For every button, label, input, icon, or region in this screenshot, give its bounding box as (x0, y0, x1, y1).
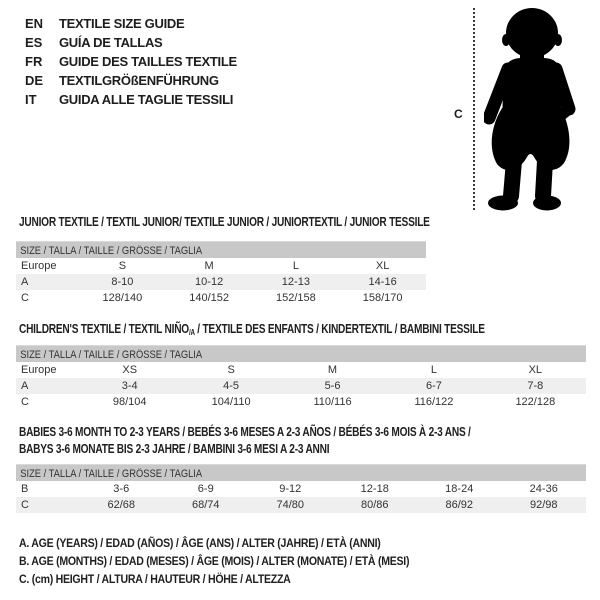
language-code: EN (25, 16, 44, 31)
table-row-age-months: B 3-6 6-9 9-12 12-18 18-24 24-36 (16, 481, 586, 497)
size-header-label: SIZE / TALLA / TAILLE / GRÖSSE / TAGLIA (20, 349, 203, 361)
language-code: ES (25, 35, 43, 50)
row-label: B (21, 483, 29, 495)
babies-title-line2: BABYS 3-6 MONATE BIS 2-3 JAHRE / BAMBINI… (19, 441, 330, 456)
region-label: Europe (21, 364, 57, 376)
size-header-bar: SIZE / TALLA / TAILLE / GRÖSSE / TAGLIA (16, 464, 586, 481)
table-row-height: C 128/140 140/152 152/158 158/170 (16, 290, 426, 306)
table-cell: 92/98 (529, 499, 558, 511)
legend-line-a: A. AGE (YEARS) / EDAD (AÑOS) / ÂGE (ANS)… (19, 536, 381, 550)
table-cell: 18-24 (445, 483, 474, 495)
table-cell: 110/116 (313, 396, 352, 408)
language-row-en: EN TEXTILE SIZE GUIDE (25, 14, 237, 33)
column-header: XL (375, 260, 390, 272)
column-header: L (430, 364, 437, 376)
size-header-bar: SIZE / TALLA / TAILLE / GRÖSSE / TAGLIA (16, 241, 426, 258)
table-cell: 104/110 (211, 396, 251, 408)
table-cell: 98/104 (112, 396, 147, 408)
table-row-age: A 8-10 10-12 12-13 14-16 (16, 274, 426, 290)
region-label: Europe (21, 260, 57, 272)
legend-line-b: B. AGE (MONTHS) / EDAD (MESES) / ÂGE (MO… (19, 554, 410, 568)
table-cell: 152/158 (275, 292, 316, 304)
row-label: C (21, 292, 29, 304)
table-cell: 74/80 (276, 499, 305, 511)
row-label: A (21, 380, 29, 392)
row-label: A (21, 276, 29, 288)
table-cell: 6-9 (197, 483, 214, 495)
table-cell: 62/68 (107, 499, 136, 511)
language-row-de: DE TEXTILGRÖßENFÜHRUNG (25, 71, 237, 90)
table-cell: 4-5 (223, 380, 240, 392)
column-header: L (292, 260, 299, 272)
table-cell: 122/128 (515, 396, 556, 408)
column-header: XS (122, 364, 138, 376)
language-label: TEXTILGRÖßENFÜHRUNG (59, 73, 219, 88)
table-cell: 80/86 (360, 499, 389, 511)
language-label: GUÍA DE TALLAS (59, 35, 163, 50)
height-measure-label: C (454, 107, 463, 121)
size-header-label: SIZE / TALLA / TAILLE / GRÖSSE / TAGLIA (20, 468, 203, 480)
table-cell: 3-6 (113, 483, 130, 495)
table-row-height: C 62/68 68/74 74/80 80/86 86/92 92/98 (16, 497, 586, 513)
language-label: GUIDE DES TAILLES TEXTILE (59, 54, 237, 69)
legend: A. AGE (YEARS) / EDAD (AÑOS) / ÂGE (ANS)… (19, 534, 409, 588)
language-row-es: ES GUÍA DE TALLAS (25, 33, 237, 52)
language-title-list: EN TEXTILE SIZE GUIDE ES GUÍA DE TALLAS … (25, 14, 237, 109)
language-row-fr: FR GUIDE DES TAILLES TEXTILE (25, 52, 237, 71)
table-cell: 158/170 (362, 292, 403, 304)
row-label: C (21, 396, 29, 408)
baby-silhouette-icon (484, 8, 576, 211)
table-cell: 5-6 (324, 380, 341, 392)
language-label: GUIDA ALLE TAGLIE TESSILI (59, 92, 234, 107)
table-row-height: C 98/104 104/110 110/116 116/122 122/128 (16, 394, 586, 410)
legend-line-c: C. (cm) HEIGHT / ALTURA / HAUTEUR / HÖHE… (19, 572, 291, 586)
table-cell: 8-10 (111, 276, 134, 288)
table-cell: 24-36 (529, 483, 558, 495)
column-header: M (204, 260, 214, 272)
children-section-title: CHILDREN'S TEXTILE / TEXTIL NIÑO/A / TEX… (19, 321, 485, 337)
table-row-columns: Europe XS S M L XL (16, 362, 586, 378)
table-cell: 140/152 (189, 292, 229, 304)
babies-title-line1: BABIES 3-6 MONTH TO 2-3 YEARS / BEBÉS 3-… (19, 424, 471, 439)
column-header: M (327, 364, 338, 376)
size-header-label: SIZE / TALLA / TAILLE / GRÖSSE / TAGLIA (20, 245, 203, 257)
junior-section-title: JUNIOR TEXTILE / TEXTIL JUNIOR/ TEXTILE … (19, 214, 430, 229)
babies-section-title: BABIES 3-6 MONTH TO 2-3 YEARS / BEBÉS 3-… (19, 423, 471, 457)
table-cell: 86/92 (445, 499, 474, 511)
table-cell: 12-13 (281, 276, 310, 288)
table-cell: 7-8 (527, 380, 544, 392)
table-row-age: A 3-4 4-5 5-6 6-7 7-8 (16, 378, 586, 394)
language-label: TEXTILE SIZE GUIDE (59, 16, 185, 31)
table-cell: 12-18 (360, 483, 389, 495)
children-title-text: CHILDREN'S TEXTILE / TEXTIL NIÑO (19, 321, 189, 336)
table-cell: 14-16 (368, 276, 397, 288)
babies-size-table: SIZE / TALLA / TAILLE / GRÖSSE / TAGLIA … (16, 464, 586, 513)
table-cell: 128/140 (102, 292, 143, 304)
children-size-table: SIZE / TALLA / TAILLE / GRÖSSE / TAGLIA … (16, 345, 586, 410)
language-code: DE (25, 73, 44, 88)
table-cell: 10-12 (195, 276, 224, 288)
language-code: FR (25, 54, 43, 69)
table-row-columns: Europe S M L XL (16, 258, 426, 274)
language-row-it: IT GUIDA ALLE TAGLIE TESSILI (25, 90, 237, 109)
table-cell: 3-4 (121, 380, 138, 392)
table-cell: 6-7 (425, 380, 442, 392)
column-header: XL (528, 364, 543, 376)
table-cell: 116/122 (414, 396, 454, 408)
children-title-subscript: /A (188, 328, 195, 337)
height-measure-dotted-line (473, 8, 475, 210)
language-code: IT (25, 92, 37, 107)
table-cell: 9-12 (279, 483, 302, 495)
row-label: C (21, 499, 29, 511)
children-title-text: / TEXTILE DES ENFANTS / KINDERTEXTIL / B… (194, 321, 485, 336)
column-header: S (118, 260, 127, 272)
table-cell: 68/74 (191, 499, 220, 511)
junior-size-table: SIZE / TALLA / TAILLE / GRÖSSE / TAGLIA … (16, 241, 426, 306)
size-header-bar: SIZE / TALLA / TAILLE / GRÖSSE / TAGLIA (16, 345, 586, 362)
column-header: S (227, 364, 235, 376)
